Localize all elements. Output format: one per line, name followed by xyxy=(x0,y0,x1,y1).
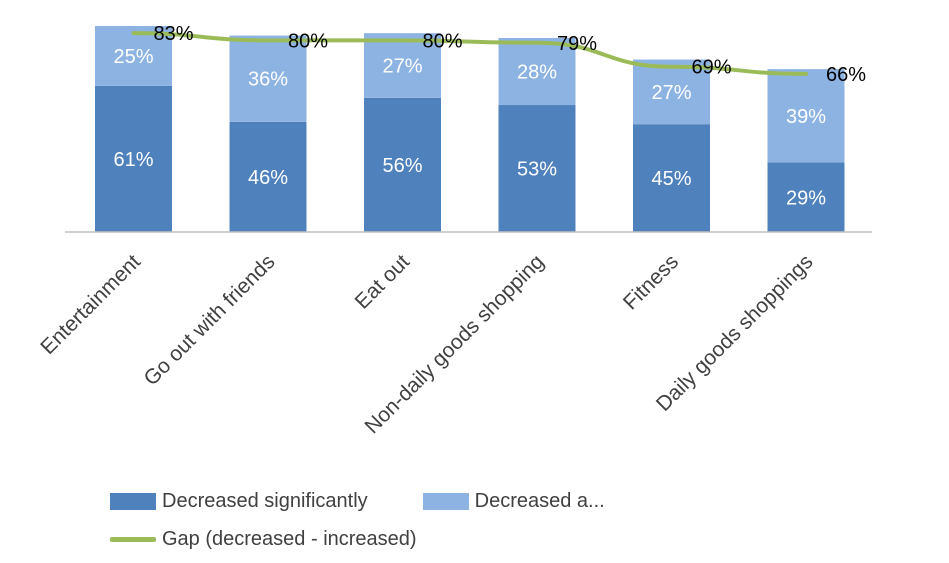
data-label-0-3: 53% xyxy=(517,159,557,181)
data-label-1-3: 28% xyxy=(517,62,557,84)
gap-label-0: 83% xyxy=(154,23,194,45)
legend-item-decreased-a: Decreased a... xyxy=(422,489,605,513)
category-label-5: Daily goods shoppings xyxy=(652,250,818,416)
gap-label-3: 79% xyxy=(557,33,597,55)
data-label-0-0: 61% xyxy=(113,149,153,171)
data-label-1-2: 27% xyxy=(382,56,422,78)
gap-label-1: 80% xyxy=(288,30,328,52)
gap-label-5: 66% xyxy=(826,64,866,86)
data-label-0-1: 46% xyxy=(248,167,288,189)
bar-decreased-a-0 xyxy=(95,26,172,86)
legend: Decreased significantly Decreased a... G… xyxy=(110,482,660,558)
stacked-bar-chart: 61% 25% 46% 36% 56% 27% 53% 28% 45% 27% 29% 39% 83% 8… xyxy=(36,23,872,438)
legend-row-1: Decreased significantly Decreased a... xyxy=(110,482,660,520)
data-label-0-2: 56% xyxy=(382,155,422,177)
data-label-1-1: 36% xyxy=(248,69,288,91)
bar-decreased-significantly-1 xyxy=(229,121,307,232)
legend-label-3: Gap (decreased - increased) xyxy=(162,527,417,550)
data-label-0-5: 29% xyxy=(786,187,826,209)
legend-label-2: Decreased a... xyxy=(474,489,605,512)
bar-decreased-significantly-0 xyxy=(95,85,172,232)
bar-decreased-significantly-2 xyxy=(364,97,441,232)
category-label-0: Entertainment xyxy=(36,250,145,359)
gap-line xyxy=(131,31,808,76)
bar-decreased-a-1 xyxy=(229,35,307,122)
legend-row-2: Gap (decreased - increased) xyxy=(110,520,660,558)
bar-decreased-a-5 xyxy=(767,69,845,163)
category-label-2: Eat out xyxy=(351,250,414,313)
gap-label-4: 69% xyxy=(692,57,732,79)
legend-swatch-light-blue xyxy=(422,492,469,510)
legend-swatch-green-line xyxy=(110,536,156,542)
legend-label-1: Decreased significantly xyxy=(162,489,368,512)
data-label-1-5: 39% xyxy=(786,106,826,128)
bar-decreased-significantly-4 xyxy=(633,124,710,232)
gap-line-layer xyxy=(131,31,808,76)
data-label-1-4: 27% xyxy=(651,82,691,104)
category-label-4: Fitness xyxy=(619,250,683,314)
category-label-1: Go out with friends xyxy=(139,250,279,390)
bar-decreased-significantly-3 xyxy=(498,105,576,232)
bar-decreased-a-4 xyxy=(633,59,710,125)
bar-decreased-significantly-5 xyxy=(767,162,845,232)
data-label-0-4: 45% xyxy=(651,168,691,190)
bars-layer xyxy=(95,26,845,232)
legend-item-gap: Gap (decreased - increased) xyxy=(110,528,417,551)
gap-label-2: 80% xyxy=(423,30,463,52)
bar-decreased-a-3 xyxy=(498,37,576,106)
labels-layer: 61% 25% 46% 36% 56% 27% 53% 28% 45% 27% 29% 39% 83% 8… xyxy=(113,23,866,209)
bar-decreased-a-2 xyxy=(364,33,441,98)
legend-swatch-dark-blue xyxy=(110,492,156,510)
legend-item-decreased-significantly: Decreased significantly xyxy=(110,490,368,513)
data-label-1-0: 25% xyxy=(113,46,153,68)
